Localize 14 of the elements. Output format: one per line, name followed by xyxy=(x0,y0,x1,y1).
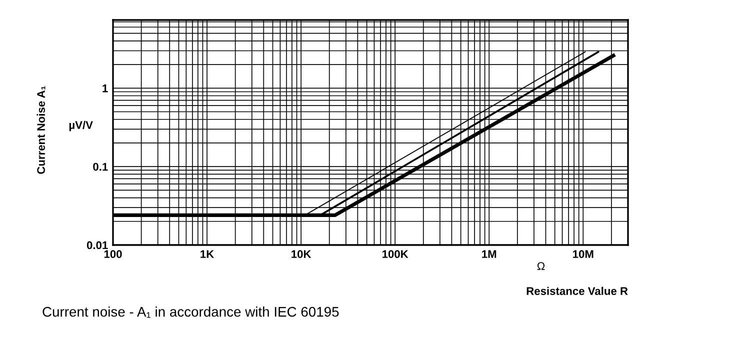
text: µV/V xyxy=(69,120,93,132)
text: Current noise - A₁ in accordance with IEC 60195 xyxy=(42,306,339,318)
x-tick-label: 10M xyxy=(573,250,594,258)
y-tick-label: 1 xyxy=(102,84,108,92)
y-tick-label: 0.01 xyxy=(86,241,108,250)
x-tick-label: 1K xyxy=(200,250,214,258)
x-axis-title: Resistance Value R xyxy=(526,286,628,295)
x-tick-label: 10K xyxy=(292,250,312,258)
y-tick-label: 0.1 xyxy=(93,162,108,171)
x-tick-label: 1M xyxy=(482,250,496,258)
x-tick-label: 100K xyxy=(382,250,408,258)
text: Ω xyxy=(537,262,545,270)
y-axis-title: Current Noise A₁ xyxy=(36,86,46,174)
x-tick-label: 100 xyxy=(104,250,122,258)
